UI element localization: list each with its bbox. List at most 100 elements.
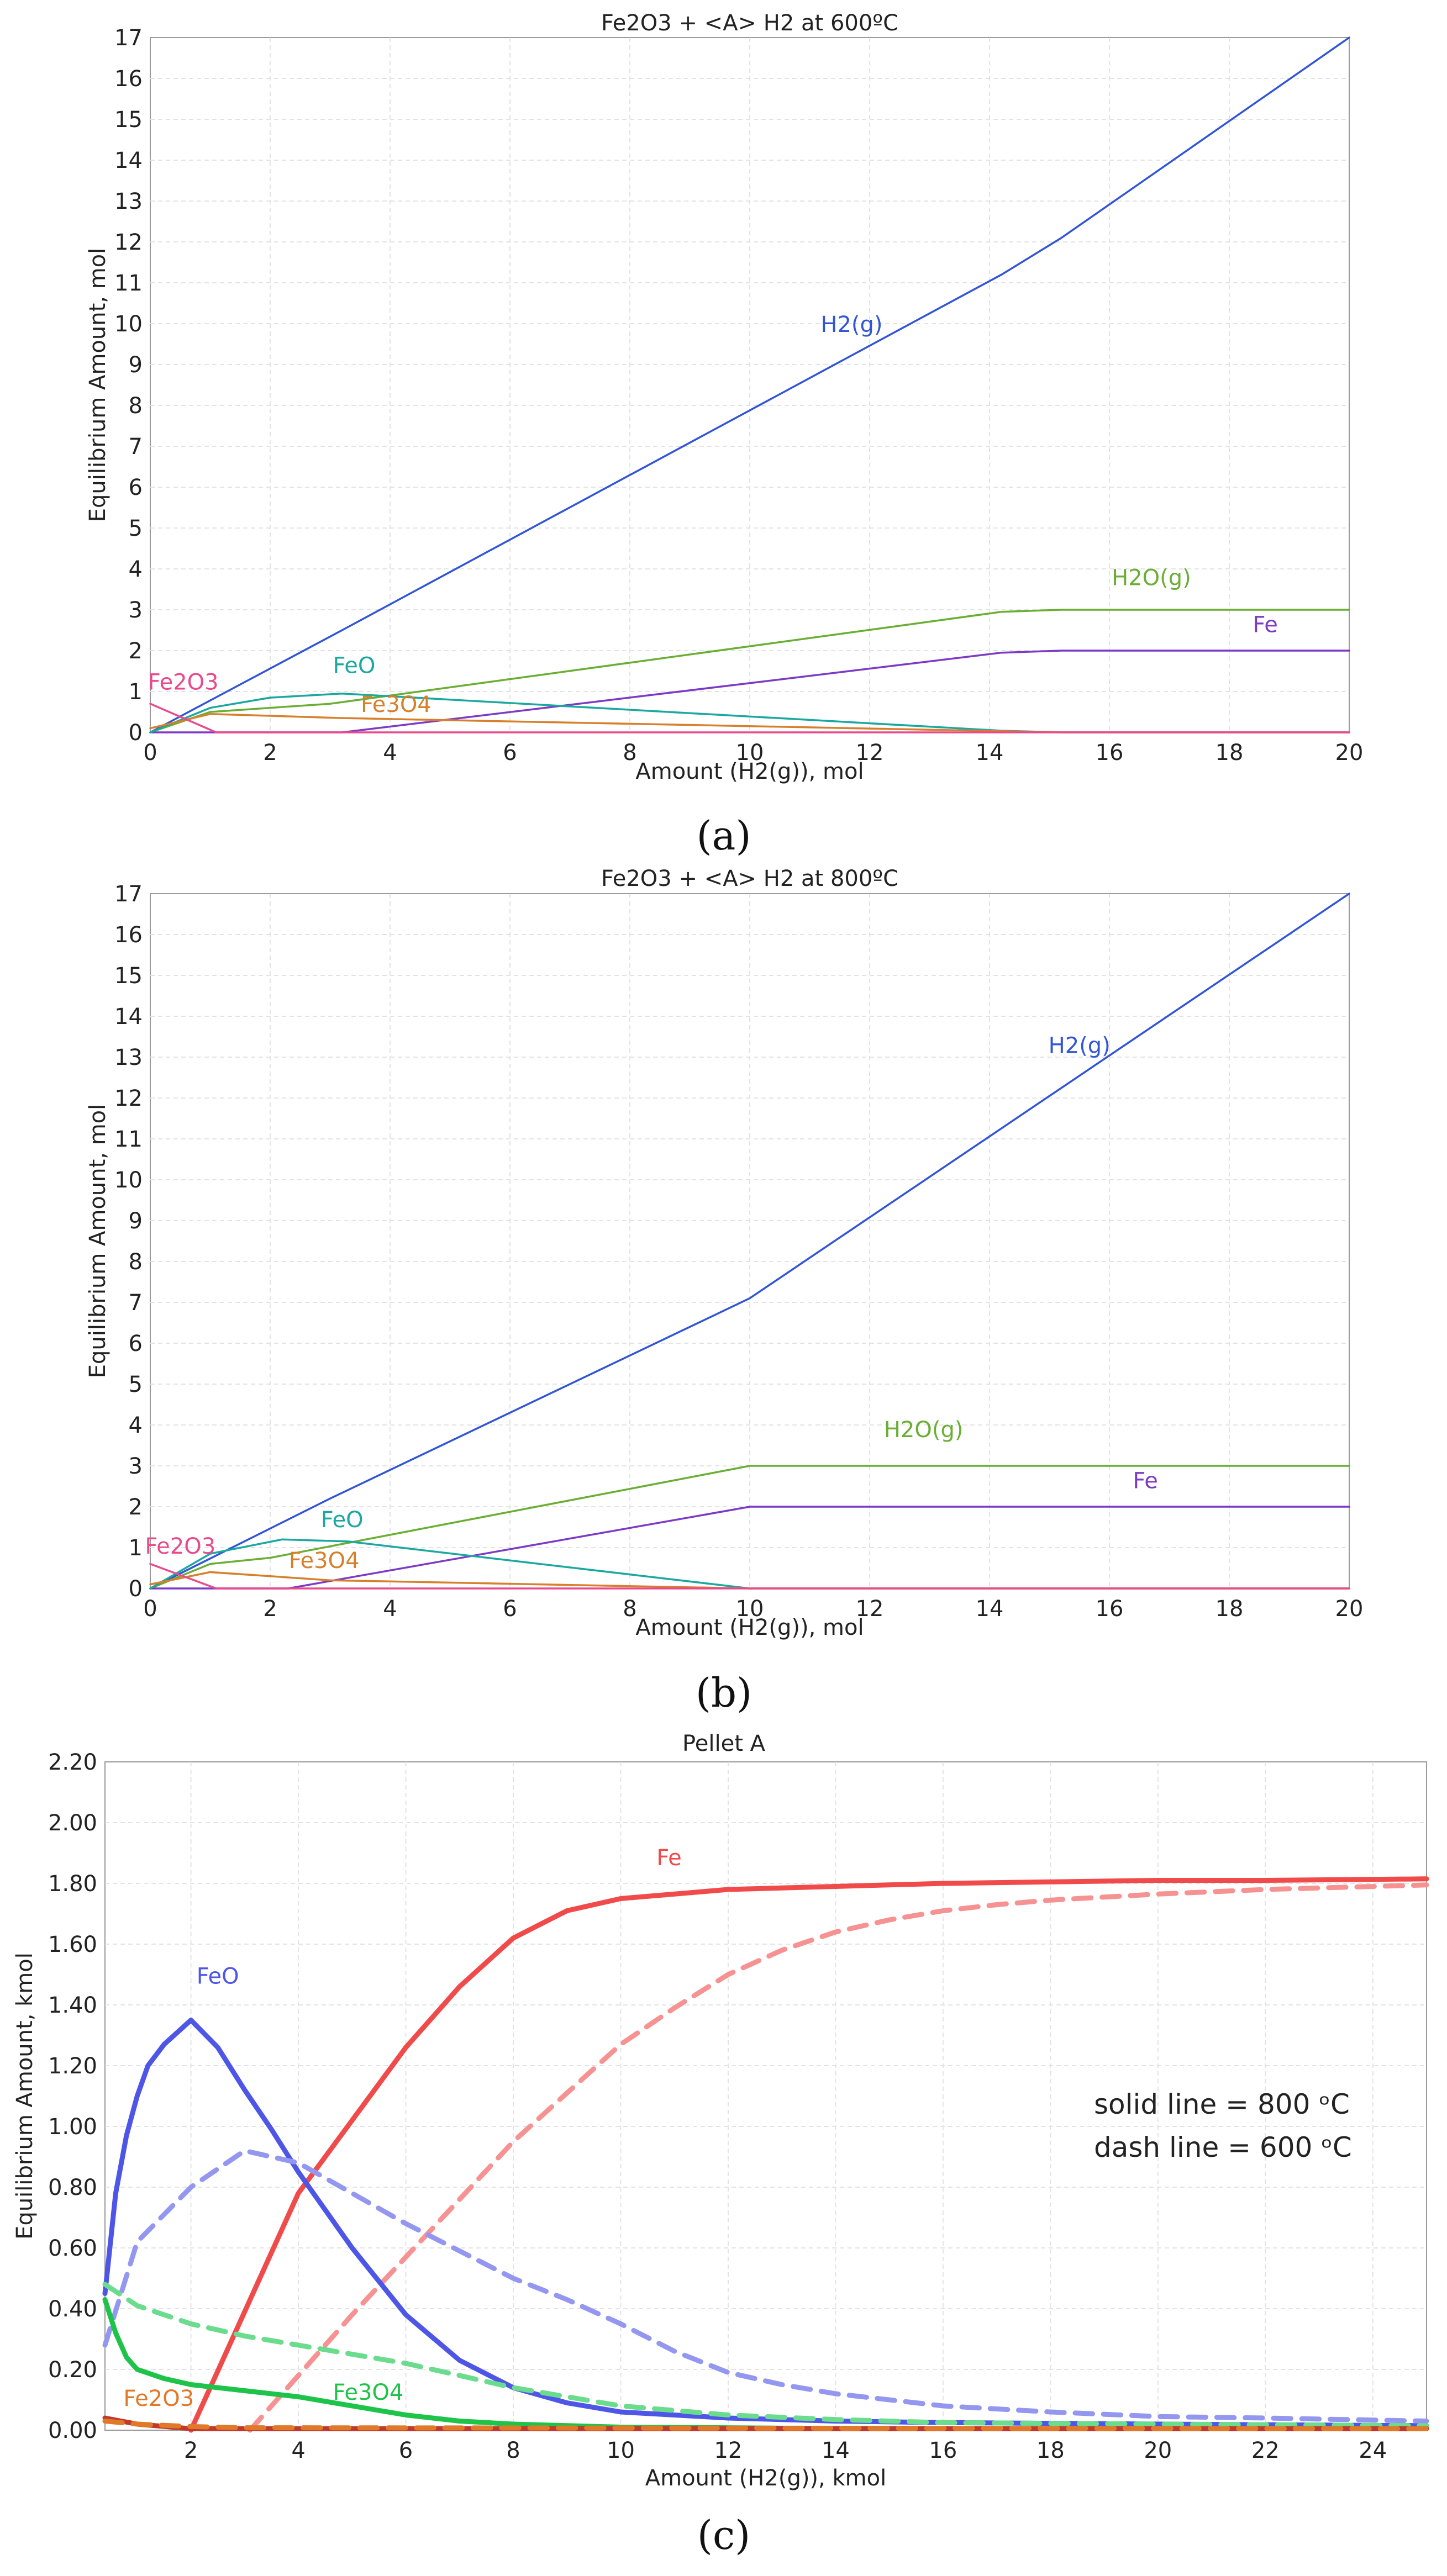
- y-tick-label: 1.20: [48, 2054, 97, 2079]
- y-tick-label: 15: [114, 107, 143, 133]
- y-tick-label: 10: [114, 312, 143, 337]
- x-tick-label: 18: [1216, 740, 1244, 766]
- series-label-h2o-g: H2O(g): [1112, 566, 1191, 591]
- y-tick-label: 2.20: [48, 1750, 97, 1775]
- series-labels: H2(g) H2O(g) Fe FeO Fe3O4 Fe2O3: [148, 312, 1278, 717]
- x-tick-label: 2: [263, 740, 277, 766]
- y-tick-label: 12: [114, 230, 143, 255]
- y-tick-label: 8: [129, 1249, 143, 1275]
- series-label-h2-g: H2(g): [820, 312, 882, 337]
- series-label-feo: FeO: [321, 1507, 364, 1533]
- y-axis-label: Equilibrium Amount, kmol: [12, 1952, 38, 2240]
- x-tick-label: 12: [856, 1596, 884, 1622]
- x-axis-label: Amount (H2(g)), mol: [635, 1615, 864, 1640]
- y-tick-label: 1: [129, 1535, 143, 1561]
- x-tick-label: 20: [1335, 740, 1364, 766]
- y-tick-label: 2: [129, 638, 143, 664]
- series-lines: [149, 36, 1350, 733]
- x-tick-label: 18: [1036, 2438, 1065, 2463]
- y-tick-label: 9: [129, 352, 143, 378]
- x-tick-label: 12: [714, 2438, 742, 2463]
- y-tick-label: 8: [129, 393, 143, 419]
- y-tick-label: 6: [129, 1331, 143, 1356]
- x-tick-label: 8: [506, 2438, 520, 2463]
- y-tick-label: 0: [129, 720, 143, 746]
- gridlines: [150, 894, 1349, 1588]
- y-axis-label: Equilibrium Amount, mol: [85, 1104, 111, 1379]
- x-tick-label: 10: [736, 740, 764, 766]
- y-tick-label: 10: [114, 1168, 143, 1193]
- gridlines: [150, 38, 1349, 732]
- series-line-h2-g: [149, 893, 1350, 1590]
- y-tick-label: 0: [129, 1576, 143, 1602]
- x-tick-label: 16: [929, 2438, 957, 2463]
- x-tick-label: 14: [976, 1596, 1004, 1622]
- annotation-dash-line: dash line = 600 ᵒC: [1094, 2131, 1352, 2163]
- series-label-fe2o3: Fe2O3: [145, 1534, 215, 1559]
- x-axis-label: Amount (H2(g)), mol: [635, 759, 864, 784]
- panel-caption: (a): [696, 812, 751, 859]
- x-tick-label: 14: [822, 2438, 850, 2463]
- x-tick-label: 20: [1335, 1596, 1364, 1622]
- x-tick-labels: 0 2 4 6 8 10 12 14 16 18 20: [143, 1596, 1363, 1622]
- y-tick-labels: 0.00 0.20 0.40 0.60 0.80 1.00 1.20 1.40 1.60 1.80…: [48, 1750, 97, 2443]
- y-tick-label: 14: [114, 148, 143, 173]
- x-tick-label: 10: [607, 2438, 635, 2463]
- series-lines: [149, 893, 1350, 1590]
- x-tick-label: 22: [1251, 2438, 1280, 2463]
- x-tick-label: 14: [976, 740, 1004, 766]
- y-tick-label: 14: [114, 1004, 143, 1030]
- y-tick-label: 4: [129, 1413, 143, 1438]
- gridlines: [105, 1762, 1427, 2430]
- x-tick-label: 4: [291, 2438, 305, 2463]
- x-tick-labels: 2 4 6 8 10 12 14 16 18 20 22 24: [184, 2438, 1387, 2463]
- series-line-feo-600-c: [102, 2148, 1429, 2424]
- chart-title: Pellet A: [682, 1731, 766, 1756]
- y-tick-label: 15: [114, 963, 143, 989]
- series-label-fe3o4: Fe3O4: [333, 2380, 404, 2405]
- y-tick-label: 11: [114, 271, 143, 296]
- chart-title: Fe2O3 + <A> H2 at 800ºC: [601, 866, 898, 891]
- x-tick-label: 8: [623, 740, 636, 766]
- y-tick-label: 16: [114, 922, 143, 948]
- y-tick-label: 0.20: [48, 2357, 97, 2383]
- y-tick-label: 3: [129, 1454, 143, 1479]
- y-tick-label: 9: [129, 1208, 143, 1234]
- series-lines: [102, 1876, 1429, 2433]
- x-tick-label: 18: [1216, 1596, 1244, 1622]
- series-label-fe3o4: Fe3O4: [289, 1548, 360, 1574]
- series-line-h2o-g: [149, 609, 1350, 733]
- y-tick-label: 6: [129, 475, 143, 500]
- y-tick-label: 1.40: [48, 1993, 97, 2018]
- y-tick-label: 12: [114, 1086, 143, 1111]
- y-tick-label: 0.60: [48, 2236, 97, 2261]
- y-tick-label: 2: [129, 1495, 143, 1520]
- x-tick-label: 2: [184, 2438, 198, 2463]
- series-label-fe: Fe: [656, 1845, 681, 1871]
- series-label-fe2o3: Fe2O3: [123, 2386, 194, 2411]
- x-tick-label: 0: [143, 740, 157, 766]
- y-tick-label: 3: [129, 598, 143, 623]
- chart-title: Fe2O3 + <A> H2 at 600ºC: [601, 10, 898, 36]
- plot-area: [150, 893, 1350, 1589]
- y-axis-label: Equilibrium Amount, mol: [85, 248, 111, 522]
- x-axis-label: Amount (H2(g)), kmol: [645, 2466, 886, 2491]
- y-tick-label: 13: [114, 1045, 143, 1070]
- series-line-h2-g: [149, 36, 1350, 733]
- x-tick-label: 12: [856, 740, 884, 766]
- series-label-h2o-g: H2O(g): [884, 1417, 964, 1443]
- series-line-fe2o3: [149, 703, 1350, 733]
- y-tick-label: 7: [129, 1290, 143, 1316]
- y-tick-label: 1: [129, 679, 143, 705]
- plot-area: [150, 37, 1350, 733]
- y-tick-label: 1.60: [48, 1932, 97, 1957]
- series-labels: Fe FeO Fe3O4 Fe2O3: [123, 1845, 681, 2411]
- y-tick-label: 0.00: [48, 2418, 97, 2443]
- panel-caption: (b): [696, 1670, 752, 1716]
- series-label-fe: Fe: [1253, 613, 1277, 638]
- series-label-feo: FeO: [197, 1964, 239, 1989]
- series-line-fe2o3-600-c: [102, 2419, 1429, 2431]
